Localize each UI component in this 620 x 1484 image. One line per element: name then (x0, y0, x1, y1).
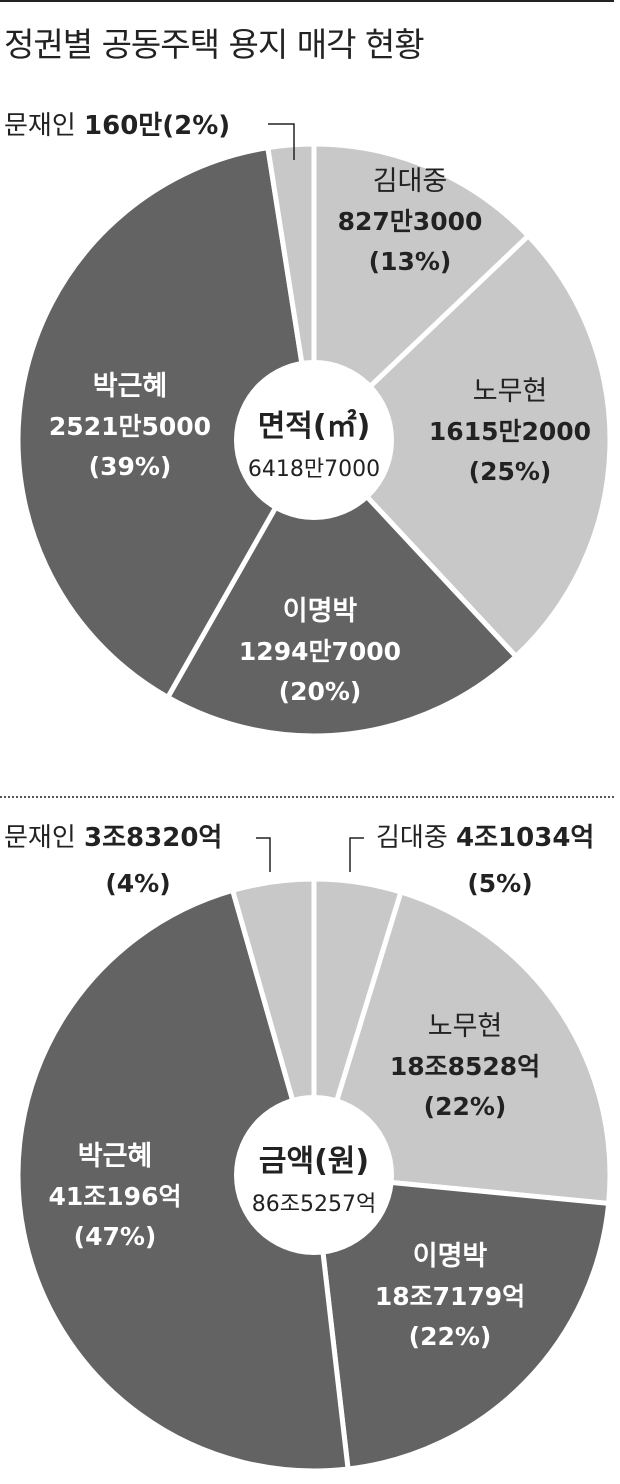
slice-callout-kim: 김대중 4조1034억 (376, 823, 594, 853)
slice-label-roh: 노무현 18조8528억 (22%) (390, 1011, 540, 1121)
slice-name-kim: 김대중 (373, 166, 448, 197)
center-total: 86조5257억 (252, 1192, 376, 1217)
slice-callout-moon: 문재인 3조8320억 (4, 823, 222, 853)
slice-label-moon: 문재인 3조8320억 (4%) (4, 823, 271, 898)
slice-name-moon: 문재인 (4, 823, 84, 853)
slice-label-moon: 문재인 160만(2%) (4, 111, 295, 160)
slice-name-park: 박근혜 (78, 1141, 153, 1172)
slice-label-kim: 김대중 4조1034억 (5%) (349, 823, 594, 898)
slice-pct-roh: (22%) (424, 1092, 507, 1121)
pie-slice-roh (311, 233, 613, 659)
top-rule (0, 0, 614, 2)
slice-amount-kim: 827만3000 (338, 207, 483, 236)
slice-name-park: 박근혜 (93, 371, 168, 402)
section-divider (0, 796, 614, 798)
callout-line-moon (256, 837, 271, 872)
slice-label-lee: 이명박 1294만7000 (20%) (239, 596, 401, 706)
slice-amount-lee: 1294만7000 (239, 637, 401, 666)
chart-title: 정권별 공동주택 용지 매각 현황 (4, 25, 425, 64)
area-pie-chart: 면적(㎡) 6418만7000 김대중 827만3000 (13%) 노무현 1615만20… (4, 111, 613, 739)
center-total: 6418만7000 (248, 457, 380, 482)
center-label: 금액(원) (259, 1144, 369, 1179)
slice-name-kim: 김대중 (376, 823, 456, 853)
slice-amount-park: 41조196억 (49, 1182, 182, 1211)
slice-pct-lee: (22%) (409, 1322, 492, 1351)
slice-amount-kim: 4조1034억 (456, 823, 594, 853)
slice-callout-moon: 문재인 160만(2%) (4, 111, 230, 141)
slice-amount-roh: 1615만2000 (429, 417, 591, 446)
pie-slice-lee (311, 1172, 612, 1472)
pie-slice-kim (311, 141, 531, 443)
callout-line-moon (268, 123, 295, 160)
pie-slice-lee (165, 437, 519, 739)
slice-pct-moon: (4%) (105, 869, 170, 898)
slice-pct-kim: (13%) (369, 247, 452, 276)
slice-pct-park: (39%) (89, 452, 172, 481)
slice-name-roh: 노무현 (473, 376, 548, 407)
slice-label-lee: 이명박 18조7179억 (22%) (375, 1241, 525, 1351)
slice-label-park: 박근혜 41조196억 (47%) (49, 1141, 182, 1251)
slice-amount-moon: 3조8320억 (84, 823, 222, 853)
pie-slice-park (15, 887, 351, 1474)
slice-name-lee: 이명박 (413, 1241, 488, 1272)
slice-amount-park: 2521만5000 (49, 412, 211, 441)
slice-name-roh: 노무현 (428, 1011, 503, 1042)
slice-name-lee: 이명박 (283, 596, 358, 627)
center-hole (234, 1095, 394, 1255)
pie-slice-roh (311, 889, 613, 1206)
pie-slice-park (15, 145, 317, 700)
callout-line-kim (349, 837, 364, 872)
slice-pct-park: (47%) (74, 1222, 157, 1251)
center-label: 면적(㎡) (258, 409, 371, 444)
slice-label-kim: 김대중 827만3000 (13%) (338, 166, 483, 276)
slice-amount-moon: 160만 (84, 111, 162, 141)
slice-label-park: 박근혜 2521만5000 (39%) (49, 371, 211, 481)
slice-name-moon: 문재인 (4, 111, 84, 141)
center-hole (234, 360, 394, 520)
slice-pct-lee: (20%) (279, 677, 362, 706)
amount-pie-chart: 금액(원) 86조5257억 노무현 18조8528억 (22%) 이명박 18조7179억… (4, 823, 613, 1474)
slice-pct-moon: (2%) (162, 111, 230, 141)
slice-amount-lee: 18조7179억 (375, 1282, 525, 1311)
slice-pct-kim: (5%) (467, 869, 532, 898)
slice-label-roh: 노무현 1615만2000 (25%) (429, 376, 591, 486)
slice-amount-roh: 18조8528억 (390, 1052, 540, 1081)
slice-pct-roh: (25%) (469, 457, 552, 486)
